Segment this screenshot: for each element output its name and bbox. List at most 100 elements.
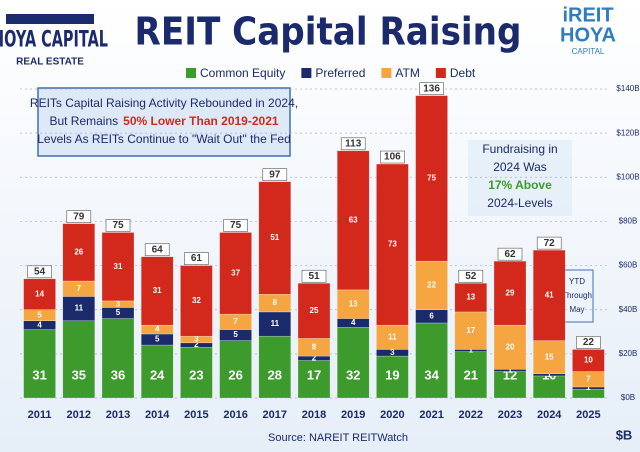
- bar-segment: [376, 163, 409, 326]
- annotation-right: Fundraising in 2024 Was 17% Above 2024-L…: [468, 140, 572, 216]
- legend-swatch: [435, 68, 446, 78]
- legend-label: Common Equity: [200, 66, 285, 80]
- bar-segment: [493, 324, 527, 370]
- total-label: 61: [191, 253, 203, 264]
- value-label: 5: [233, 330, 238, 339]
- total-box: [340, 137, 366, 151]
- value-label: 6: [429, 311, 434, 320]
- total-label: 106: [384, 152, 401, 163]
- annotation-text: Levels As REITs Continue to "Wait Out" t…: [37, 132, 291, 146]
- total-label: 64: [152, 244, 164, 255]
- value-label: 31: [153, 286, 162, 295]
- total-box: [27, 265, 52, 279]
- annotation-box: [37, 87, 291, 157]
- x-tick-label: 2015: [184, 409, 208, 421]
- value-label: 29: [506, 288, 515, 297]
- legend-label: ATM: [395, 66, 419, 80]
- bar-segment: [258, 311, 292, 337]
- value-label: 15: [545, 352, 554, 361]
- bar-segment: [140, 256, 174, 326]
- value-label: 7: [233, 317, 238, 326]
- annotation-highlight: 50% Lower Than 2019-2021: [123, 114, 279, 128]
- annotation-text: YTD: [569, 277, 585, 286]
- total-label: 97: [269, 169, 281, 180]
- value-label: 4: [37, 320, 42, 329]
- annotation-box: [560, 269, 594, 323]
- total-box: [144, 243, 170, 257]
- value-label: 51: [270, 233, 279, 242]
- total-label: 72: [544, 238, 556, 249]
- value-label: 75: [427, 173, 436, 182]
- value-label: 7: [586, 374, 591, 383]
- annotation-text: Through: [562, 291, 592, 300]
- bar-segment: [415, 322, 448, 399]
- bar-segment: [219, 340, 252, 399]
- x-tick-label: 2023: [498, 409, 522, 421]
- bar-segment: [454, 311, 488, 350]
- value-label: 73: [388, 240, 397, 249]
- annotation-text: Fundraising in: [482, 142, 557, 156]
- value-label: 63: [349, 215, 358, 224]
- value-label: 37: [231, 268, 240, 277]
- value-label: 3: [390, 348, 395, 357]
- total-box: [66, 210, 92, 223]
- bar-segment: [23, 278, 56, 310]
- total-box: [419, 82, 444, 95]
- annotation-text: 2024 Was: [493, 160, 547, 174]
- total-box: [458, 269, 484, 283]
- logo-middle: HOYA: [560, 24, 616, 46]
- x-tick-label: 2013: [106, 409, 130, 421]
- value-label: 5: [37, 310, 42, 319]
- value-label: 5: [155, 335, 160, 344]
- value-label: 34: [424, 367, 439, 382]
- x-tick-label: 2017: [263, 409, 287, 421]
- value-label: 10: [584, 356, 593, 365]
- bar-segment: [297, 282, 331, 339]
- value-label: 2: [312, 353, 317, 362]
- logo-name: HOYA CAPITAL: [0, 28, 108, 53]
- bar-segment: [493, 371, 527, 399]
- value-label: 25: [310, 306, 319, 315]
- bar-segment: [258, 181, 292, 295]
- annotation-text: But Remains 50% Lower Than 2019-2021: [49, 114, 278, 128]
- legend-swatch: [381, 68, 392, 78]
- value-label: 8: [312, 342, 317, 351]
- bar-segment: [532, 340, 566, 374]
- bar-segment: [62, 296, 96, 322]
- x-tick-label: 2025: [576, 409, 600, 421]
- y-tick-label: $100B: [616, 172, 639, 181]
- value-label: 1: [547, 370, 552, 379]
- logo-sub: CAPITAL: [572, 47, 605, 56]
- x-tick-label: 2022: [459, 409, 483, 421]
- value-label: 41: [545, 290, 554, 299]
- value-label: 4: [351, 318, 356, 327]
- x-tick-label: 2018: [302, 409, 326, 421]
- total-label: 22: [583, 337, 595, 348]
- x-tick-label: 2011: [28, 409, 52, 421]
- value-label: 32: [192, 296, 201, 305]
- annotation-highlight: 17% Above: [488, 178, 552, 192]
- total-box: [497, 247, 523, 261]
- annotation-left: REITs Capital Raising Activity Rebounded…: [30, 87, 298, 157]
- legend-label: Debt: [450, 66, 476, 80]
- bar-segment: [572, 349, 605, 372]
- legend-label: Preferred: [315, 66, 365, 80]
- bar-segment: [493, 260, 527, 326]
- bar-segment: [219, 232, 252, 315]
- value-label: 1: [586, 383, 591, 392]
- value-label: 17: [307, 367, 321, 382]
- legend-swatch: [186, 68, 196, 78]
- x-tick-label: 2016: [223, 409, 247, 421]
- bar-segment: [415, 95, 448, 262]
- value-label: 36: [111, 367, 125, 382]
- value-label: 26: [228, 367, 242, 382]
- value-label: 5: [116, 308, 121, 317]
- value-label: 20: [506, 342, 515, 351]
- x-tick-label: 2020: [380, 409, 404, 421]
- value-label: 32: [346, 367, 360, 382]
- value-label: 17: [466, 326, 475, 335]
- y-tick-label: $120B: [616, 128, 639, 137]
- value-label: 11: [75, 304, 84, 313]
- x-tick-label: 2021: [419, 409, 443, 421]
- source: Source: NAREIT REITWatch: [268, 432, 408, 444]
